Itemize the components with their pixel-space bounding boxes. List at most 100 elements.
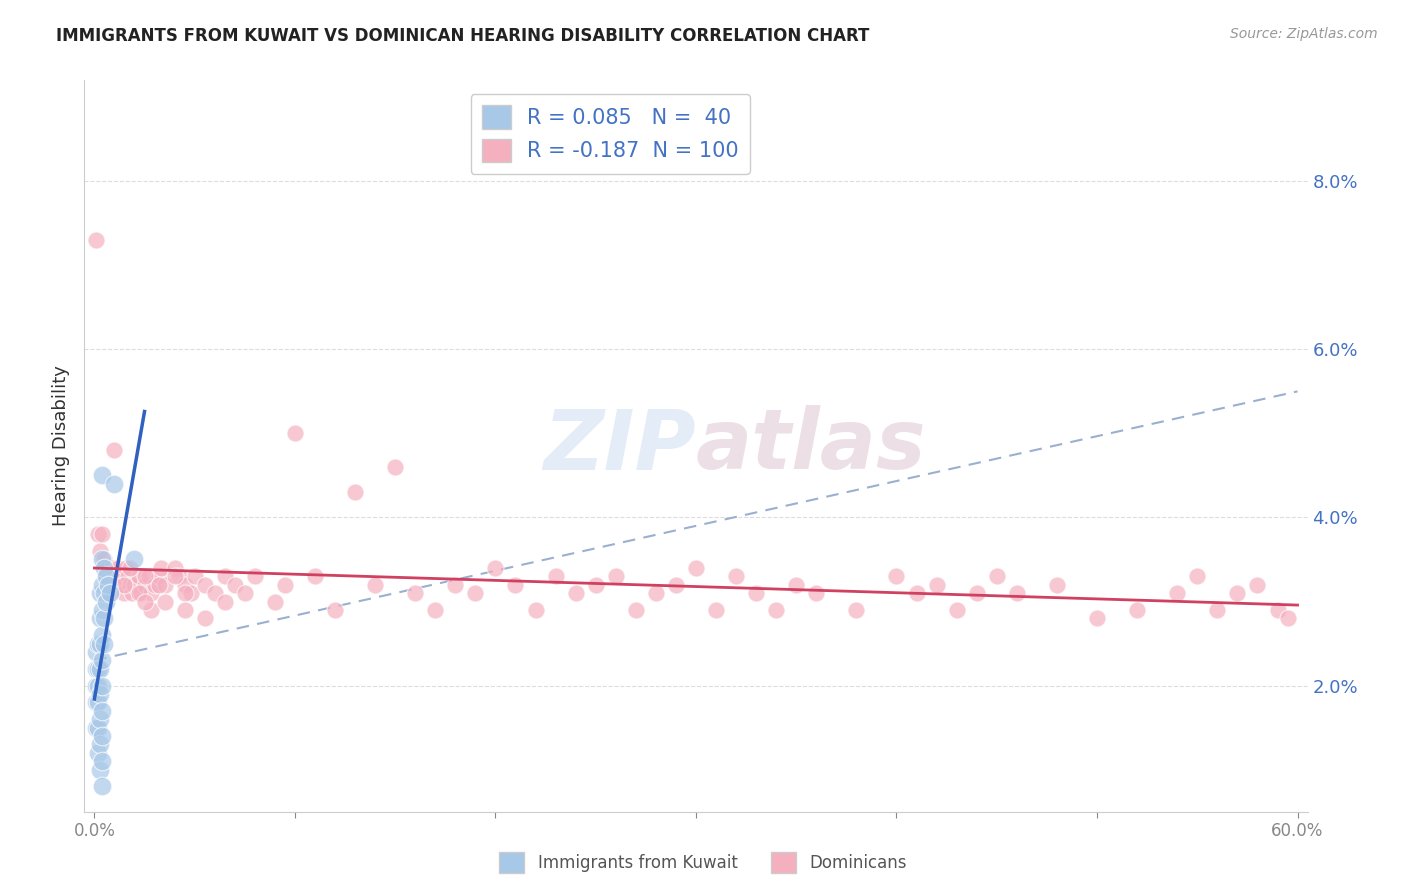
Y-axis label: Hearing Disability: Hearing Disability xyxy=(52,366,70,526)
Point xyxy=(173,586,195,600)
Text: Source: ZipAtlas.com: Source: ZipAtlas.com xyxy=(1230,27,1378,41)
Point xyxy=(89,763,111,777)
Point xyxy=(93,636,115,650)
Point xyxy=(524,603,547,617)
Point xyxy=(214,569,236,583)
Point xyxy=(149,561,172,575)
Point xyxy=(605,569,627,583)
Point xyxy=(91,780,114,794)
Point xyxy=(87,662,110,676)
Point xyxy=(785,578,807,592)
Text: atlas: atlas xyxy=(696,406,927,486)
Text: IMMIGRANTS FROM KUWAIT VS DOMINICAN HEARING DISABILITY CORRELATION CHART: IMMIGRANTS FROM KUWAIT VS DOMINICAN HEAR… xyxy=(56,27,870,45)
Point xyxy=(143,578,166,592)
Point xyxy=(444,578,467,592)
Point xyxy=(89,662,111,676)
Point xyxy=(704,603,727,617)
Point xyxy=(139,603,162,617)
Point xyxy=(986,569,1008,583)
Point xyxy=(89,586,111,600)
Point xyxy=(91,729,114,743)
Point xyxy=(284,426,307,441)
Point xyxy=(464,586,486,600)
Point xyxy=(886,569,908,583)
Point xyxy=(966,586,988,600)
Point xyxy=(945,603,967,617)
Point xyxy=(139,586,162,600)
Point xyxy=(128,586,150,600)
Point xyxy=(117,569,139,583)
Point xyxy=(97,578,120,592)
Point xyxy=(115,561,138,575)
Point xyxy=(128,569,150,583)
Point xyxy=(89,611,111,625)
Point xyxy=(89,712,111,726)
Point xyxy=(89,636,111,650)
Point xyxy=(1126,603,1149,617)
Point xyxy=(925,578,948,592)
Point xyxy=(505,578,527,592)
Point xyxy=(194,578,217,592)
Point xyxy=(89,544,111,558)
Point xyxy=(96,569,118,583)
Point xyxy=(745,586,768,600)
Point xyxy=(1085,611,1108,625)
Point xyxy=(806,586,828,600)
Point xyxy=(1277,611,1299,625)
Point xyxy=(101,561,124,575)
Point xyxy=(204,586,226,600)
Point xyxy=(665,578,688,592)
Point xyxy=(263,594,285,608)
Point xyxy=(91,552,114,566)
Point xyxy=(134,594,156,608)
Point xyxy=(120,578,142,592)
Point xyxy=(134,569,156,583)
Point xyxy=(86,662,108,676)
Point xyxy=(425,603,447,617)
Point xyxy=(905,586,928,600)
Point xyxy=(91,679,114,693)
Point xyxy=(1267,603,1289,617)
Point xyxy=(274,578,297,592)
Point xyxy=(585,578,607,592)
Point xyxy=(110,569,132,583)
Point xyxy=(100,586,122,600)
Point xyxy=(148,578,170,592)
Point xyxy=(138,569,160,583)
Point xyxy=(323,603,346,617)
Point xyxy=(304,569,326,583)
Point xyxy=(87,527,110,541)
Point xyxy=(194,611,217,625)
Point xyxy=(167,569,190,583)
Point xyxy=(87,721,110,735)
Point xyxy=(91,603,114,617)
Point xyxy=(148,569,170,583)
Point xyxy=(404,586,426,600)
Point xyxy=(134,578,156,592)
Point xyxy=(89,687,111,701)
Point xyxy=(121,586,143,600)
Point xyxy=(1246,578,1268,592)
Point xyxy=(1046,578,1069,592)
Point xyxy=(685,561,707,575)
Point xyxy=(93,586,115,600)
Point xyxy=(87,746,110,760)
Point xyxy=(107,561,129,575)
Point xyxy=(845,603,868,617)
Point xyxy=(1005,586,1028,600)
Point xyxy=(93,561,115,575)
Text: ZIP: ZIP xyxy=(543,406,696,486)
Point xyxy=(89,738,111,752)
Point xyxy=(86,695,108,709)
Point xyxy=(183,569,205,583)
Point xyxy=(87,695,110,709)
Point xyxy=(111,578,134,592)
Point xyxy=(86,721,108,735)
Point xyxy=(214,594,236,608)
Point xyxy=(93,552,115,566)
Point xyxy=(124,552,146,566)
Point xyxy=(544,569,567,583)
Point xyxy=(180,586,202,600)
Point xyxy=(120,561,142,575)
Point xyxy=(1166,586,1188,600)
